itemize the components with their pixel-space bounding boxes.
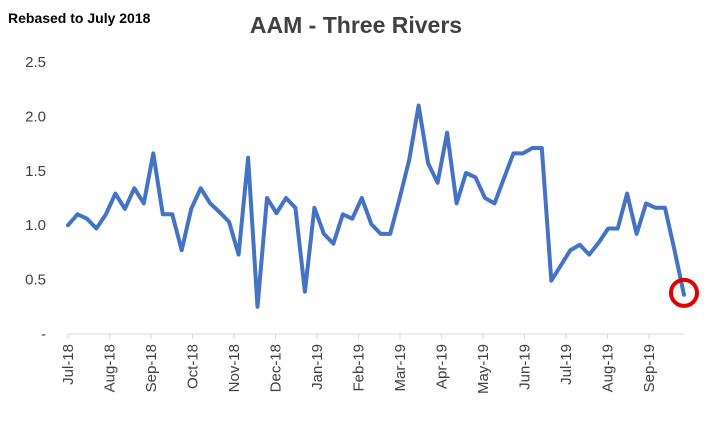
chart-subtitle: Rebased to July 2018 <box>8 10 151 26</box>
x-tick-label: Jul-19 <box>558 344 575 385</box>
x-tick-label: Jul-18 <box>60 344 77 385</box>
y-tick-label: 2.0 <box>25 108 46 125</box>
x-tick-label: Mar-19 <box>392 344 409 392</box>
x-tick-label: Feb-19 <box>351 344 368 392</box>
series-line <box>66 103 686 309</box>
x-tick-label: Aug-18 <box>102 344 119 392</box>
y-tick-label: 0.5 <box>25 272 46 289</box>
x-tick-label: Sep-18 <box>143 344 160 392</box>
y-tick-label: 2.5 <box>25 54 46 71</box>
x-tick-label: Aug-19 <box>600 344 617 392</box>
x-tick-label: Dec-18 <box>268 344 285 392</box>
x-axis: Jul-18 Aug-18 Sep-18 Oct-18 Nov-18 Dec-18 Jan-… <box>60 333 684 394</box>
x-tick-label: Sep-19 <box>641 344 658 392</box>
y-tick-label: 1.0 <box>25 217 46 234</box>
y-axis-tick-labels: - 0.5 1.0 1.5 2.0 2.5 <box>25 54 46 343</box>
x-tick-label: Jan-19 <box>309 344 326 390</box>
x-tick-label: May-19 <box>475 344 492 394</box>
x-tick-label: Apr-19 <box>434 344 451 389</box>
chart-title: AAM - Three Rivers <box>249 12 463 38</box>
y-tick-label: 1.5 <box>25 163 46 180</box>
x-tick-label: Oct-18 <box>185 344 202 389</box>
series-layer <box>66 103 699 309</box>
y-tick-label: - <box>41 326 46 343</box>
x-tick-label: Nov-18 <box>226 344 243 392</box>
highlight-circle <box>669 277 699 308</box>
x-tick-label: Jun-19 <box>517 344 534 390</box>
